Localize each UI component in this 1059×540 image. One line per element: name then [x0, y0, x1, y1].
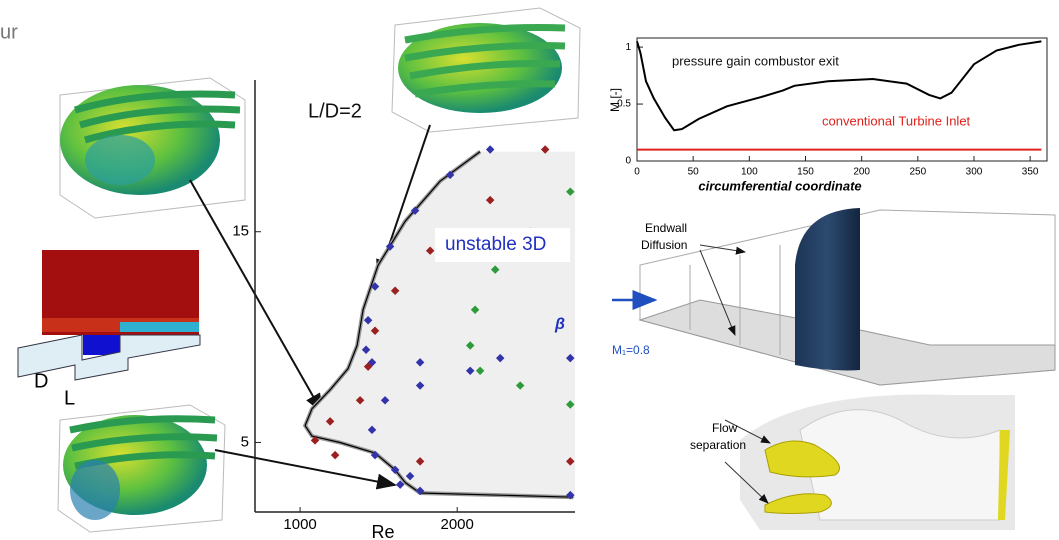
- inlet-mach-label: M₁=0.8: [612, 343, 650, 357]
- cavity-diagram: [18, 250, 200, 380]
- separation-label: separation: [690, 438, 746, 452]
- y-axis-label: M [-]: [608, 88, 622, 112]
- vortex-image: [58, 405, 225, 532]
- y-tick-label: 1: [625, 42, 631, 53]
- annotation: unstable 3D: [445, 234, 546, 255]
- x-tick-label: 0: [634, 167, 640, 178]
- cavity-length-label: L: [64, 387, 75, 409]
- data-point: [331, 451, 339, 459]
- page: {"corner_text": "ur", "labels": {"cavity…: [0, 0, 1059, 540]
- figure: ur D L Endwall Diffusion M₁=: [0, 0, 1059, 540]
- x-axis-label: Re: [371, 522, 394, 540]
- x-tick-label: 350: [1022, 167, 1039, 178]
- x-tick-label: 200: [853, 167, 870, 178]
- x-tick-label: 250: [909, 167, 926, 178]
- x-tick-label: 150: [797, 167, 814, 178]
- separation-image: [725, 395, 1015, 530]
- vortex-image: [392, 8, 580, 132]
- x-tick-label: 2000: [440, 516, 473, 533]
- endwall-label: Diffusion: [641, 238, 687, 252]
- annotation: conventional Turbine Inlet: [822, 113, 971, 128]
- x-tick-label: 1000: [283, 516, 316, 533]
- y-tick-label: 5: [241, 433, 249, 450]
- x-axis-label: circumferential coordinate: [698, 178, 861, 193]
- cavity-depth-label: D: [34, 370, 48, 392]
- corner-text: ur: [0, 21, 18, 43]
- x-tick-label: 100: [741, 167, 758, 178]
- endwall-label: Endwall: [645, 221, 687, 235]
- x-tick-label: 300: [966, 167, 983, 178]
- vortex-image: [60, 78, 245, 218]
- x-tick-label: 50: [688, 167, 700, 178]
- separation-label: Flow: [712, 421, 738, 435]
- y-tick-label: 0: [625, 156, 631, 167]
- y-tick-label: 15: [232, 223, 249, 240]
- annotation: L/D=2: [308, 100, 362, 122]
- annotation: β: [554, 316, 565, 333]
- annotation: pressure gain combustor exit: [672, 53, 839, 68]
